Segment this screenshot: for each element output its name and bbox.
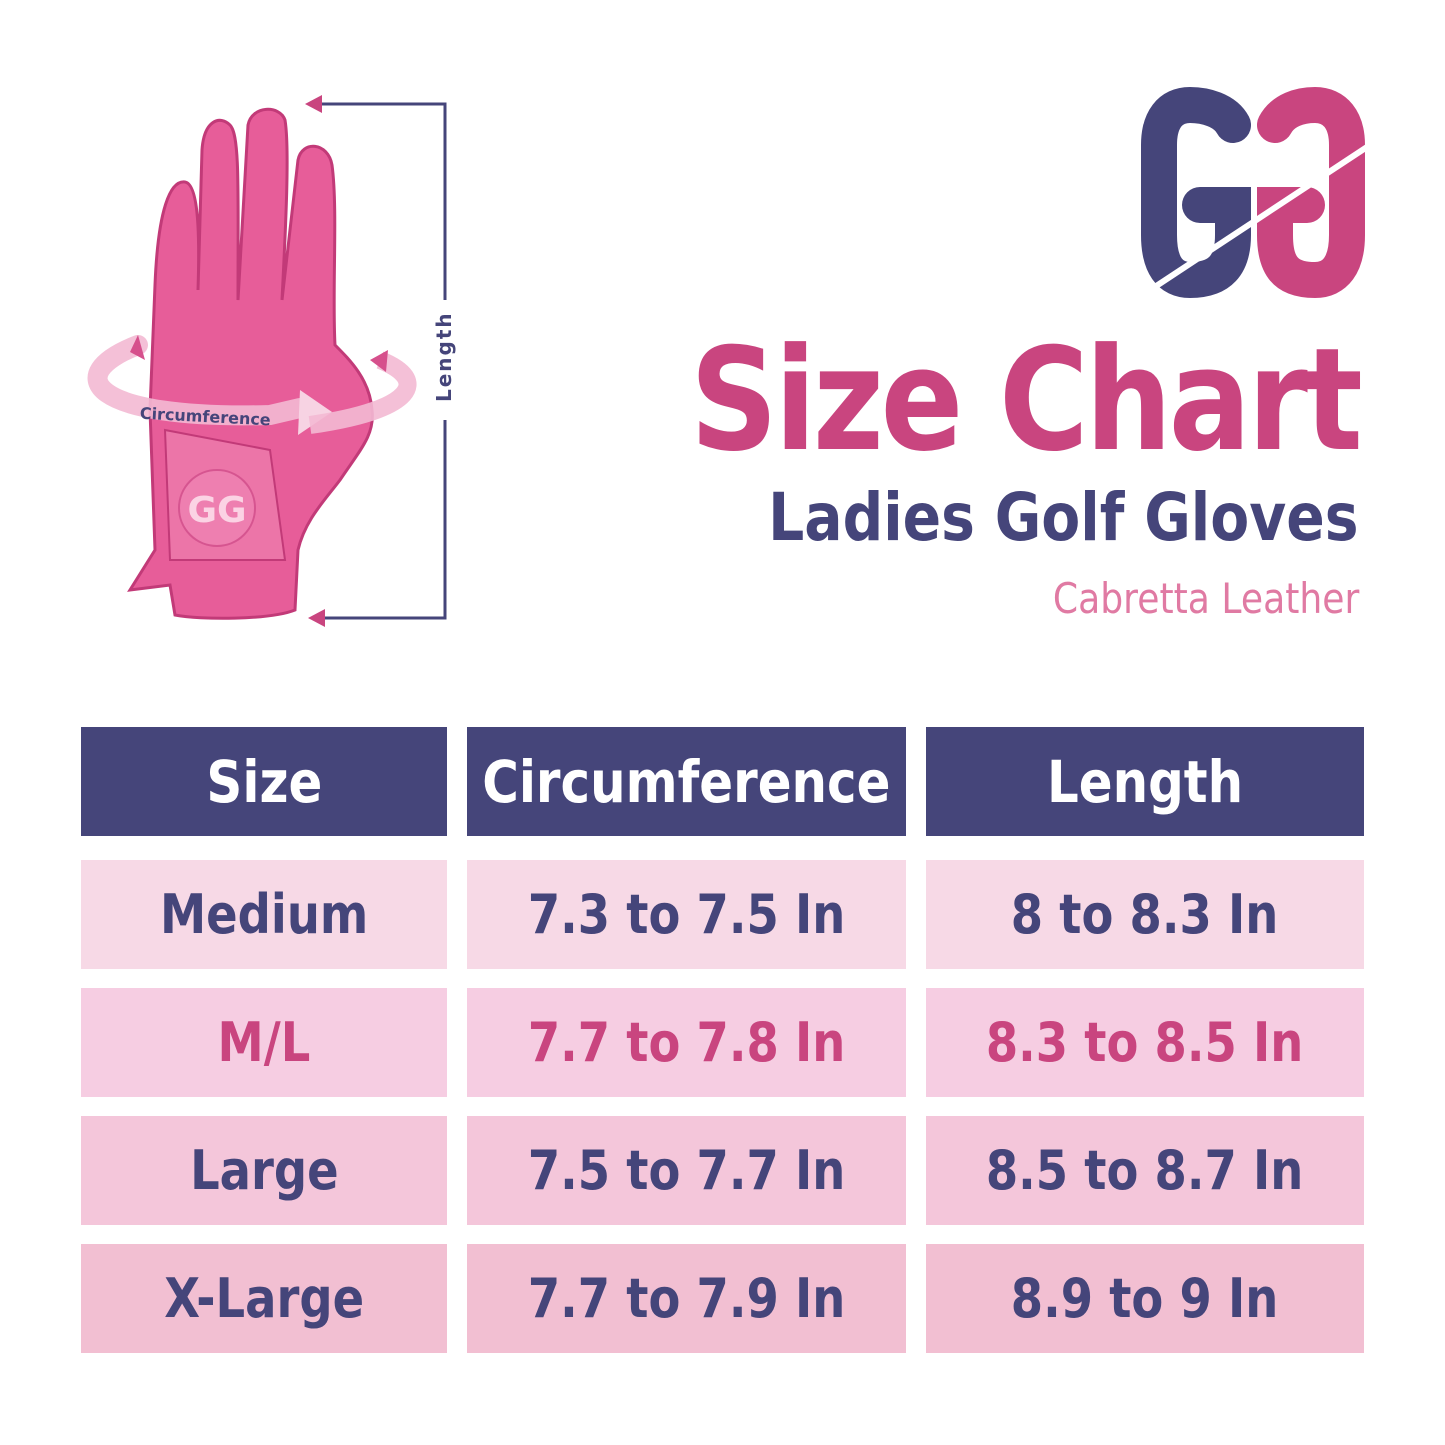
header-length: Length	[926, 727, 1364, 836]
glove-icon: GG Circumference	[87, 107, 417, 620]
table-cell-circumference: 7.7 to 7.8 In	[467, 988, 906, 1097]
table-cell-circumference: 7.7 to 7.9 In	[467, 1244, 906, 1353]
table-cell-length: 8 to 8.3 In	[926, 860, 1364, 969]
material-label: Cabretta Leather	[1052, 574, 1359, 623]
page-title: Size Chart	[689, 318, 1363, 483]
table-cell-length: 8.5 to 8.7 In	[926, 1116, 1364, 1225]
table-cell-size: Medium	[81, 860, 447, 969]
header-size: Size	[81, 727, 447, 836]
table-cell-circumference: 7.5 to 7.7 In	[467, 1116, 906, 1225]
length-label: Length	[432, 311, 456, 402]
glove-illustration: GG Circumference Length	[87, 95, 456, 627]
table-cell-length: 8.9 to 9 In	[926, 1244, 1364, 1353]
header-circumference: Circumference	[467, 727, 906, 836]
table-cell-circumference: 7.3 to 7.5 In	[467, 860, 906, 969]
table-cell-length: 8.3 to 8.5 In	[926, 988, 1364, 1097]
brand-logo	[1135, 86, 1370, 303]
table-cell-size: Large	[81, 1116, 447, 1225]
svg-text:GG: GG	[187, 490, 246, 531]
length-bracket: Length	[305, 95, 456, 627]
table-cell-size: X-Large	[81, 1244, 447, 1353]
table-cell-size: M/L	[81, 988, 447, 1097]
page-subtitle: Ladies Golf Gloves	[768, 479, 1359, 556]
